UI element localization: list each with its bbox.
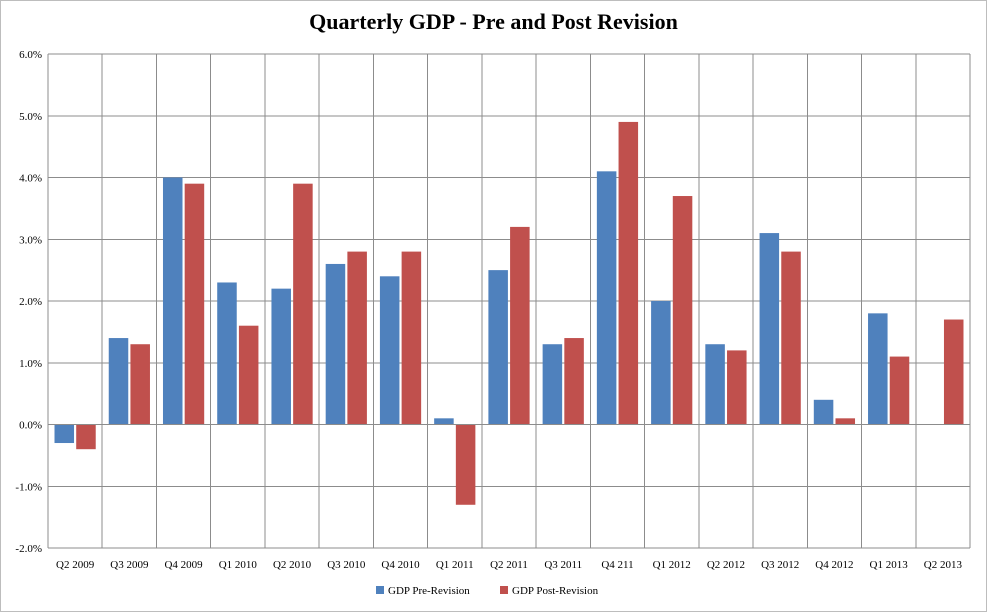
x-tick-label: Q4 2012 (815, 559, 853, 571)
bar-pre-revision (325, 263, 346, 425)
bar-pre-revision (108, 338, 129, 425)
x-tick-label: Q3 2011 (544, 559, 582, 571)
bar-pre-revision (705, 344, 725, 425)
y-tick-label: 4.0% (19, 173, 42, 185)
bar-pre-revision (488, 270, 508, 425)
bar-post-revision (781, 251, 801, 425)
y-tick-label: 0.0% (19, 420, 42, 432)
bar-post-revision (889, 356, 910, 425)
y-tick-label: 5.0% (19, 111, 42, 123)
x-tick-label: Q4 2009 (164, 559, 203, 571)
bar-pre-revision (434, 418, 454, 425)
bar-pre-revision (596, 171, 617, 425)
y-tick-label: -2.0% (15, 543, 42, 555)
x-tick-label: Q2 2010 (273, 559, 312, 571)
legend-swatch-pre-revision (376, 586, 384, 594)
bar-post-revision (564, 338, 584, 425)
x-tick-label: Q4 2010 (381, 559, 420, 571)
bar-pre-revision (162, 177, 183, 425)
chart-title: Quarterly GDP - Pre and Post Revision (309, 9, 678, 34)
bar-pre-revision (542, 344, 563, 425)
bar-pre-revision (54, 424, 75, 444)
bar-pre-revision (379, 276, 400, 425)
bar-pre-revision (271, 288, 291, 425)
x-tick-label: Q2 2012 (707, 559, 745, 571)
bar-pre-revision (759, 233, 780, 425)
legend-swatch-post-revision (500, 586, 508, 594)
bar-post-revision (76, 424, 96, 450)
bar-pre-revision (217, 282, 237, 425)
x-tick-label: Q3 2012 (761, 559, 799, 571)
bar-pre-revision (868, 313, 888, 425)
y-tick-label: 1.0% (19, 358, 42, 370)
y-tick-label: 6.0% (19, 49, 42, 61)
x-tick-label: Q3 2009 (110, 559, 149, 571)
x-tick-label: Q2 2013 (924, 559, 963, 571)
x-tick-label: Q1 2012 (653, 559, 691, 571)
bar-pre-revision (651, 301, 671, 425)
bar-post-revision (347, 251, 367, 425)
bar-post-revision (184, 183, 205, 425)
x-tick-label: Q1 2010 (219, 559, 258, 571)
x-tick-label: Q3 2010 (327, 559, 366, 571)
x-tick-label: Q2 2009 (56, 559, 95, 571)
legend-label-post-revision: GDP Post-Revision (512, 585, 599, 597)
x-tick-label: Q4 211 (601, 559, 633, 571)
bar-post-revision (618, 121, 639, 425)
bar-post-revision (293, 183, 313, 425)
bars (54, 121, 964, 505)
y-tick-label: 2.0% (19, 296, 42, 308)
bar-post-revision (943, 319, 964, 425)
bar-post-revision (130, 344, 150, 425)
bar-post-revision (455, 424, 476, 505)
x-tick-label: Q2 2011 (490, 559, 528, 571)
bar-post-revision (238, 325, 259, 425)
bar-post-revision (672, 196, 693, 425)
bar-post-revision (727, 350, 747, 425)
y-tick-label: 3.0% (19, 234, 42, 246)
bar-post-revision (401, 251, 422, 425)
bar-pre-revision (813, 399, 834, 425)
y-tick-label: -1.0% (15, 481, 42, 493)
x-tick-label: Q1 2013 (870, 559, 909, 571)
bar-post-revision (510, 226, 530, 425)
bar-post-revision (835, 418, 856, 425)
legend-label-pre-revision: GDP Pre-Revision (388, 585, 470, 597)
x-tick-label: Q1 2011 (436, 559, 474, 571)
